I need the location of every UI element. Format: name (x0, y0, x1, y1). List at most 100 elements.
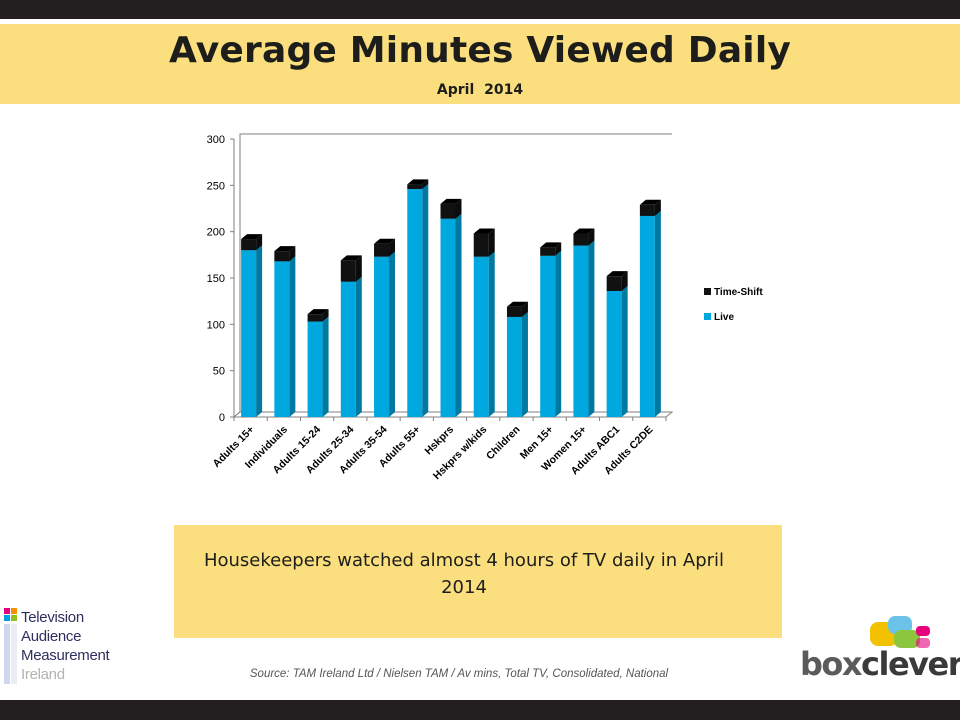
timeshift-bar-front (440, 203, 456, 219)
timeshift-bar-top (473, 228, 495, 234)
timeshift-bar-side (422, 179, 429, 190)
live-bar-front (540, 255, 556, 417)
tam-logo-line: Ireland (21, 666, 65, 683)
tam-logo-line: Television (21, 609, 84, 626)
callout-text: Housekeepers watched almost 4 hours of T… (203, 550, 725, 598)
live-bar-side (621, 285, 628, 417)
timeshift-bar-side (488, 228, 495, 257)
timeshift-bar-top (573, 228, 595, 234)
timeshift-bar-top (506, 301, 528, 307)
live-bar-side (488, 251, 495, 417)
bar-group (274, 246, 296, 417)
timeshift-bar-front (606, 276, 622, 291)
title-band (0, 24, 960, 104)
y-tick-label: 200 (207, 227, 225, 239)
live-bar-side (588, 240, 595, 417)
live-bar-front (573, 245, 589, 417)
timeshift-bar-side (555, 242, 562, 256)
live-bar-front (340, 281, 356, 417)
x-tick-label: Children (484, 424, 523, 463)
timeshift-bar-side (389, 238, 396, 257)
timeshift-bar-top (639, 199, 661, 205)
legend-label: Live (714, 312, 734, 323)
timeshift-bar-front (307, 314, 323, 322)
timeshift-bar-top (540, 242, 562, 248)
bar-group (639, 199, 661, 417)
live-bar-side (289, 256, 296, 417)
timeshift-bar-top (307, 309, 329, 315)
timeshift-bar-front (506, 306, 522, 317)
bar-group (307, 309, 329, 417)
bar-group (374, 238, 396, 417)
legend-swatch (704, 288, 711, 295)
boxclever-wordmark: boxclever (800, 644, 960, 684)
bar-group (573, 228, 595, 417)
timeshift-bar-side (256, 234, 263, 251)
legend-label: Time-Shift (714, 287, 763, 298)
legend-swatch (704, 313, 711, 320)
y-tick-label: 50 (213, 366, 225, 378)
timeshift-bar-front (639, 204, 655, 216)
timeshift-bar-front (473, 233, 489, 257)
bottom-bar (0, 700, 960, 720)
live-bar-front (639, 215, 655, 417)
y-tick-label: 250 (207, 180, 225, 192)
wordmark-clever: clever (861, 645, 960, 683)
bar-group (540, 242, 562, 417)
live-bar-side (256, 245, 263, 417)
timeshift-bar-top (274, 246, 296, 252)
bar-group (407, 179, 429, 417)
wordmark-box: box (800, 645, 863, 683)
timeshift-bar-side (654, 199, 661, 216)
tam-ireland-logo: Television Audience Measurement Ireland (4, 604, 124, 696)
timeshift-bar-side (322, 309, 329, 322)
timeshift-bar-top (374, 238, 396, 244)
tam-logo-squares-icon (4, 608, 17, 684)
tam-logo-line: Measurement (21, 647, 110, 664)
timeshift-bar-top (340, 255, 362, 261)
live-bar-side (422, 184, 429, 417)
live-bar-front (241, 250, 257, 417)
timeshift-bar-top (440, 198, 462, 204)
timeshift-bar-front (340, 260, 356, 282)
speech-bubbles-icon (870, 616, 930, 648)
y-tick-label: 150 (207, 273, 225, 285)
bar-group (241, 234, 263, 417)
live-bar-front (606, 290, 622, 417)
timeshift-bar-top (241, 234, 263, 240)
source-note: Source: TAM Ireland Ltd / Nielsen TAM / … (249, 668, 669, 680)
live-bar-side (389, 251, 396, 417)
live-bar-front (473, 256, 489, 417)
bar-group (340, 255, 362, 417)
timeshift-bar-side (588, 228, 595, 246)
bar-group (606, 271, 628, 417)
live-bar-front (506, 316, 522, 417)
live-bar-side (521, 311, 528, 417)
y-tick-label: 0 (219, 412, 225, 424)
y-tick-label: 100 (207, 319, 225, 331)
live-bar-front (307, 321, 323, 417)
timeshift-bar-front (573, 233, 589, 246)
timeshift-bar-front (540, 247, 556, 256)
timeshift-bar-top (606, 271, 628, 277)
bar-group (506, 301, 528, 417)
live-bar-side (455, 213, 462, 417)
timeshift-bar-front (374, 243, 390, 257)
bar-group (473, 228, 495, 417)
slide-title: Average Minutes Viewed Daily (168, 30, 792, 71)
timeshift-bar-side (289, 246, 296, 262)
live-bar-front (407, 189, 423, 417)
callout-box: Housekeepers watched almost 4 hours of T… (174, 525, 782, 638)
timeshift-bar-front (407, 184, 423, 190)
live-bar-front (274, 261, 290, 417)
bar-group (440, 198, 462, 417)
timeshift-bar-side (621, 271, 628, 291)
tam-logo-line: Audience (21, 628, 82, 645)
timeshift-bar-top (407, 179, 429, 185)
live-bar-side (355, 276, 362, 417)
live-bar-front (374, 256, 390, 417)
timeshift-bar-side (355, 255, 362, 282)
y-tick-label: 300 (207, 134, 225, 146)
boxclever-logo: boxclever (800, 612, 960, 692)
